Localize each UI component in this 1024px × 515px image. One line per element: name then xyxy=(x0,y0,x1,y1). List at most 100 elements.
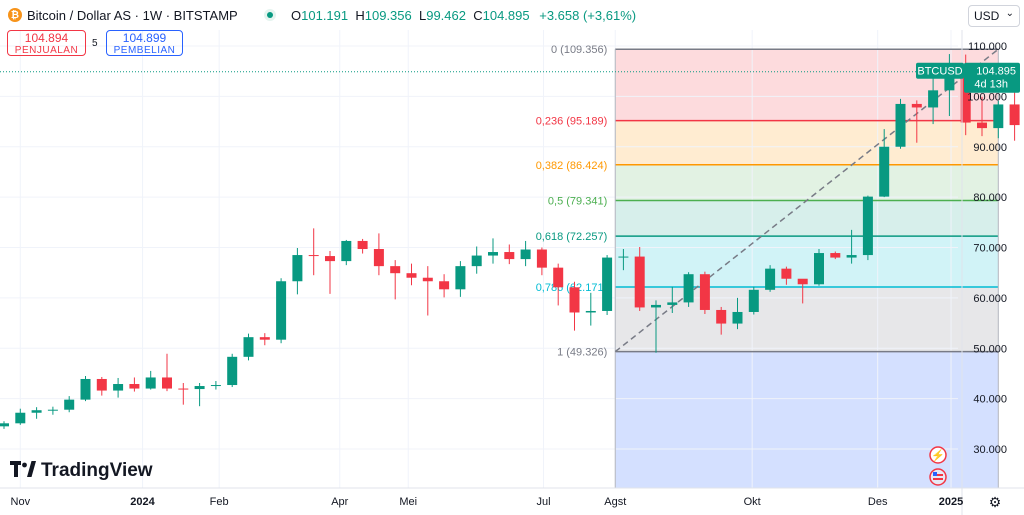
candle xyxy=(830,251,841,260)
candle-body xyxy=(993,104,1004,129)
bitcoin-icon: ₿ xyxy=(8,8,22,22)
candle xyxy=(683,272,694,307)
candle-body xyxy=(0,423,9,427)
symbol-tag-bg xyxy=(916,62,964,79)
candle-body xyxy=(944,73,955,91)
candle xyxy=(993,100,1004,139)
candle-body xyxy=(390,266,401,274)
y-tick-label: 40.000 xyxy=(973,394,1007,406)
spread-value: 5 xyxy=(92,38,98,49)
us-flag-icon xyxy=(929,468,947,486)
fib-level-label: 0,5 (79.341) xyxy=(548,195,607,207)
sell-label: PENJUALAN xyxy=(14,45,79,56)
fib-band xyxy=(615,351,999,488)
candle xyxy=(504,244,515,265)
x-tick-label: Apr xyxy=(331,496,348,508)
candle xyxy=(0,421,9,429)
candle-body xyxy=(373,249,384,267)
candle-body xyxy=(879,146,890,197)
fib-band xyxy=(615,49,999,121)
candle-body xyxy=(80,378,91,400)
candle-body xyxy=(520,249,531,260)
candle xyxy=(406,263,417,286)
candle-body xyxy=(895,103,906,147)
candle-body xyxy=(977,122,987,129)
candle-body xyxy=(406,273,417,278)
candle xyxy=(748,286,759,315)
candle-body xyxy=(276,281,287,340)
candle-body xyxy=(618,256,629,258)
candle xyxy=(390,260,401,300)
candle-body xyxy=(699,274,710,310)
candle-body xyxy=(308,255,319,257)
candle-body xyxy=(129,384,140,389)
flag-stripe xyxy=(933,478,943,480)
fib-level-label: 1 (49.326) xyxy=(557,347,607,359)
sell-button[interactable]: 104.894 PENJUALAN xyxy=(7,30,86,56)
change-value: +3.658 (+3,61%) xyxy=(539,8,637,23)
lightning-icon-glyph: ⚡ xyxy=(931,449,945,462)
candle xyxy=(585,292,596,326)
currency-select[interactable]: USD ⌄ xyxy=(968,5,1020,27)
candle-body xyxy=(422,277,433,282)
candle xyxy=(651,300,661,353)
visibility-dot-icon[interactable] xyxy=(264,9,276,21)
candle xyxy=(602,255,613,316)
price-tag-bg xyxy=(964,62,1020,93)
fib-band xyxy=(615,120,999,165)
open-label: O xyxy=(291,8,302,23)
settings-gear-icon[interactable]: ⚙ xyxy=(989,494,1002,510)
x-tick-label: Nov xyxy=(11,496,31,508)
candle xyxy=(895,98,906,149)
candle xyxy=(292,248,303,295)
candle-body xyxy=(536,249,547,268)
candle-body xyxy=(911,103,922,108)
candle-body xyxy=(732,311,743,324)
candle xyxy=(618,249,629,271)
candle xyxy=(64,396,75,413)
fib-level-label: 0,236 (95.189) xyxy=(536,116,608,128)
candle-body xyxy=(585,310,596,313)
candle-body xyxy=(210,385,221,387)
candle xyxy=(227,353,238,388)
candle-body xyxy=(292,255,303,282)
ohlc-readout: O101.191 H109.356 L99.462 C104.895 +3.65… xyxy=(291,8,636,23)
candle-body xyxy=(178,388,189,390)
candle xyxy=(634,246,645,311)
open-value: 101.191 xyxy=(301,8,349,23)
candle xyxy=(276,278,287,344)
fib-level-label: 0 (109.356) xyxy=(551,44,607,56)
y-tick-label: 30.000 xyxy=(973,444,1007,456)
sell-price: 104.894 xyxy=(24,31,69,45)
candle xyxy=(243,333,254,361)
symbol-title[interactable]: Bitcoin / Dollar AS · 1W · BITSTAMP xyxy=(27,8,238,23)
chevron-down-icon: ⌄ xyxy=(1005,8,1014,19)
candle-body xyxy=(227,356,238,386)
y-tick-label: 70.000 xyxy=(973,243,1007,255)
candle-body xyxy=(96,378,107,391)
candle xyxy=(977,96,987,137)
candle xyxy=(341,239,352,266)
candle xyxy=(846,229,857,264)
candle-body xyxy=(634,256,645,308)
candle xyxy=(308,228,319,276)
fib-band xyxy=(615,200,999,237)
candle-body xyxy=(471,255,482,267)
tradingview-logo-icon xyxy=(10,459,36,483)
candle xyxy=(520,240,531,267)
candle-body xyxy=(683,274,694,303)
buy-label: PEMBELIAN xyxy=(113,45,176,56)
buy-button[interactable]: 104.899 PEMBELIAN xyxy=(106,30,183,56)
candle-body xyxy=(145,377,156,389)
candle xyxy=(553,263,564,306)
candle-body xyxy=(797,278,808,285)
candle xyxy=(455,261,466,297)
candle-body xyxy=(830,253,841,258)
fib-bands xyxy=(615,49,999,488)
candle-body xyxy=(113,384,124,391)
candle-body xyxy=(846,255,857,258)
grid-lines xyxy=(0,30,958,488)
tradingview-logo[interactable]: TradingView xyxy=(10,459,153,483)
